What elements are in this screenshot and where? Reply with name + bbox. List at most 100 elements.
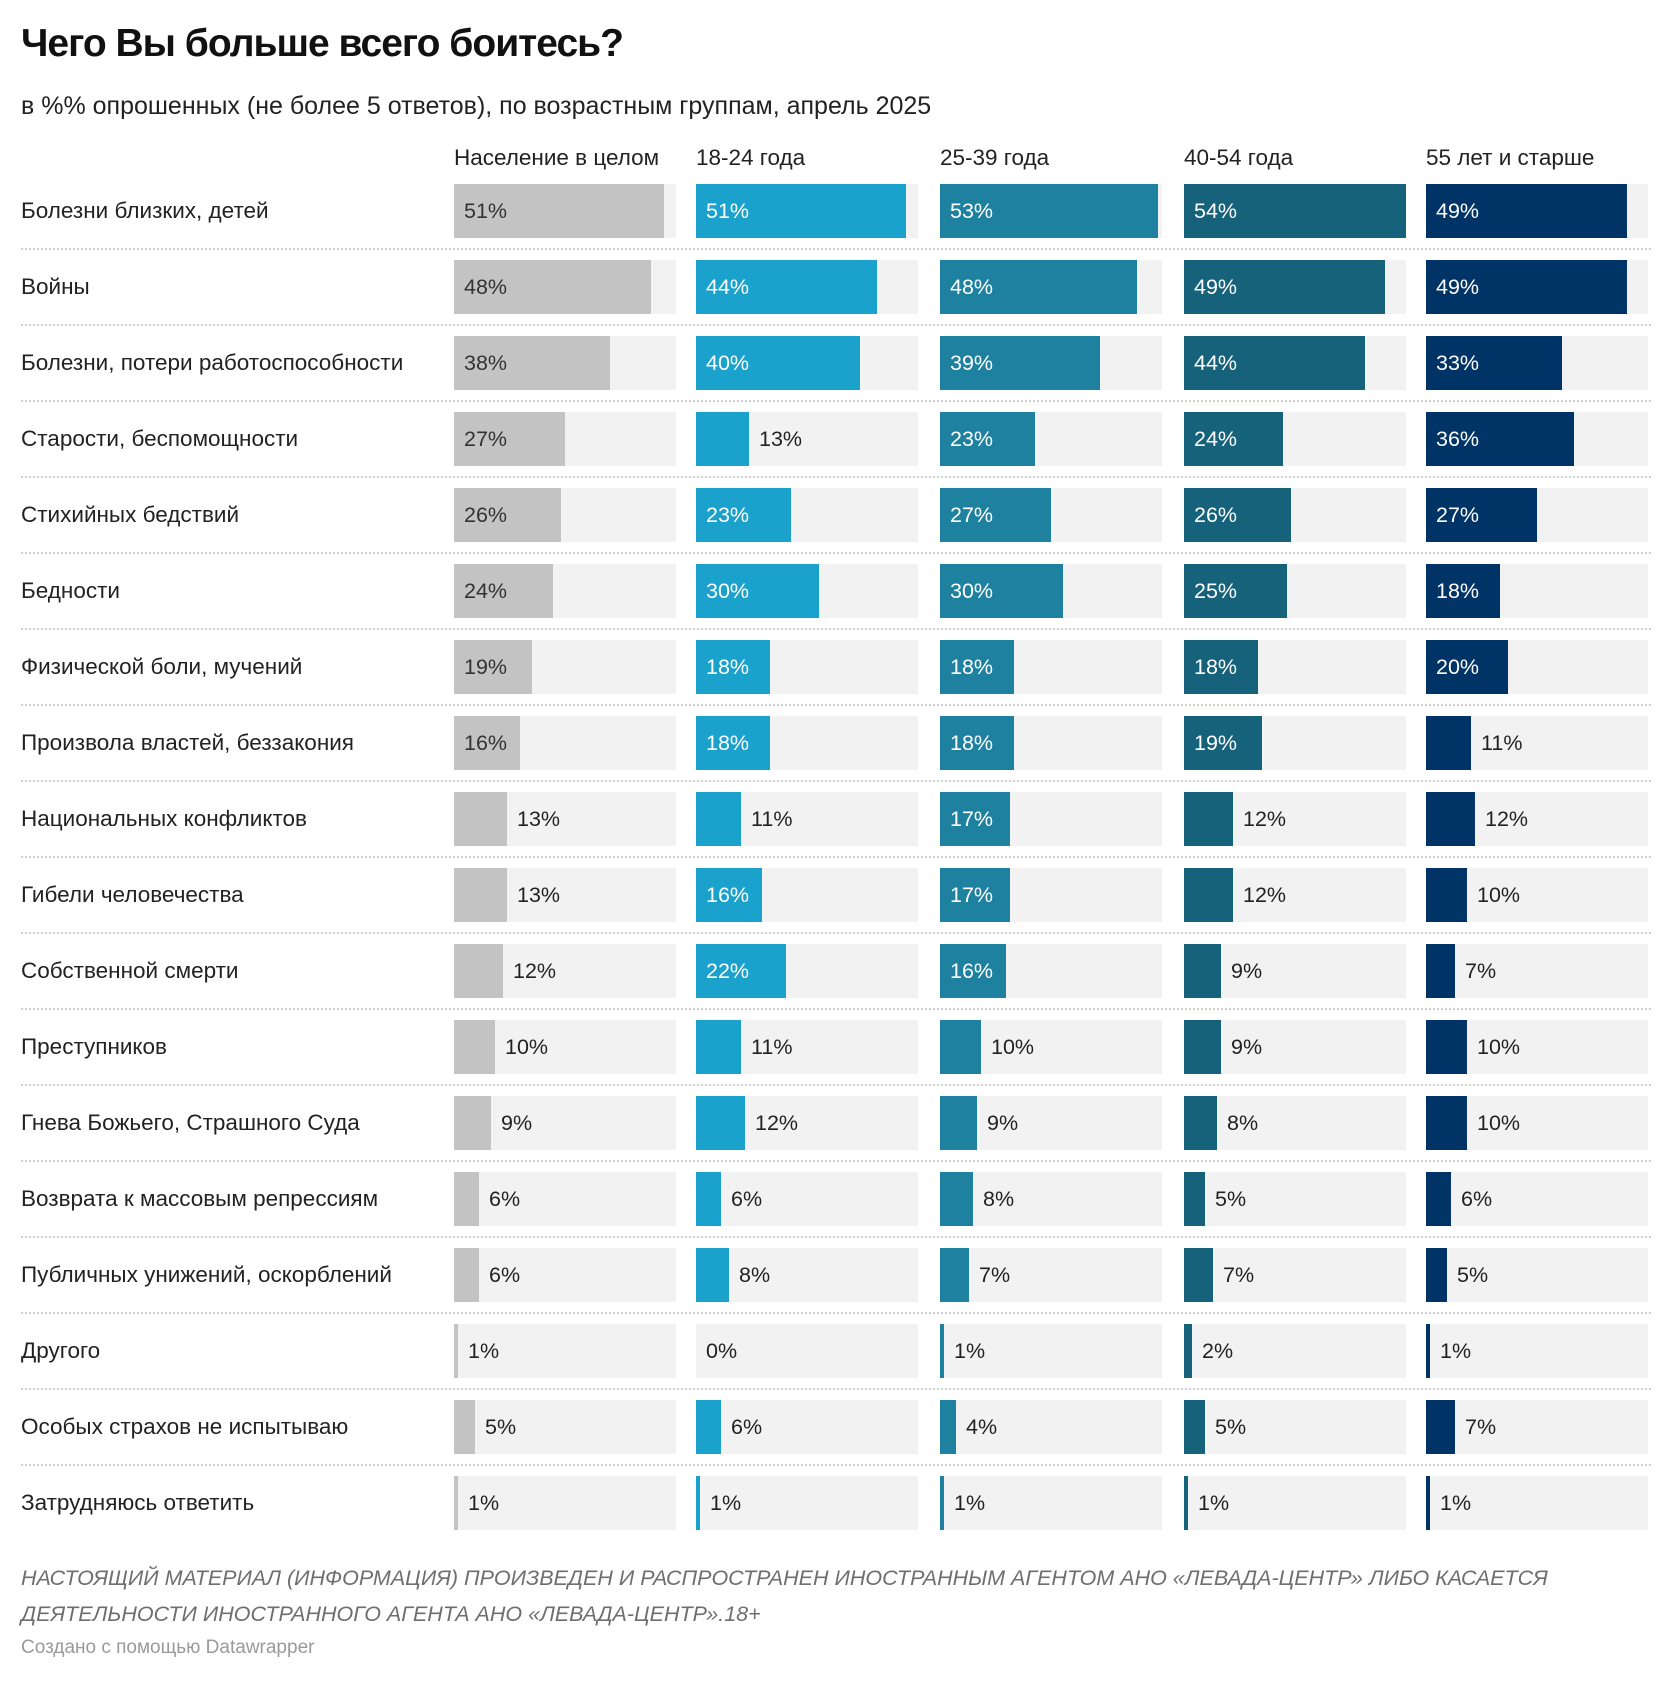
bar-track: 6%: [454, 1172, 676, 1226]
bar-track: 24%: [1184, 412, 1406, 466]
value-label: 53%: [950, 199, 994, 223]
value-label: 5%: [1457, 1263, 1489, 1287]
bar: [696, 184, 906, 238]
value-label: 49%: [1194, 275, 1238, 299]
value-label: 26%: [1194, 503, 1238, 527]
bar-track: 12%: [1426, 792, 1648, 846]
bar-track: 13%: [696, 412, 918, 466]
bar: [940, 868, 1010, 922]
value-label: 12%: [755, 1111, 799, 1135]
bar-track: 10%: [1426, 1020, 1648, 1074]
bar-track: 36%: [1426, 412, 1648, 466]
value-label: 24%: [1194, 427, 1238, 451]
bar: [940, 716, 1014, 770]
bar: [454, 564, 553, 618]
bar-track: 18%: [1426, 564, 1648, 618]
row-divider: [21, 1388, 1651, 1390]
value-label: 27%: [950, 503, 994, 527]
row-divider: [21, 628, 1651, 630]
value-label: 1%: [1440, 1339, 1472, 1363]
bar-track: 38%: [454, 336, 676, 390]
value-label: 7%: [1465, 1415, 1497, 1439]
value-label: 5%: [1215, 1187, 1247, 1211]
bar: [1184, 944, 1221, 998]
bar-track: 17%: [940, 792, 1162, 846]
bar: [1184, 488, 1291, 542]
bar: [454, 716, 520, 770]
category-label: Собственной смерти: [21, 958, 239, 983]
bar-track: 4%: [940, 1400, 1162, 1454]
chart-subtitle: в %% опрошенных (не более 5 ответов), по…: [21, 92, 932, 120]
category-label: Преступников: [21, 1034, 167, 1059]
bar: [1184, 1400, 1205, 1454]
bar: [1426, 716, 1471, 770]
bar: [940, 412, 1035, 466]
bar-track: 48%: [940, 260, 1162, 314]
bar-track: 7%: [1426, 1400, 1648, 1454]
bar-track: 44%: [1184, 336, 1406, 390]
value-label: 11%: [751, 807, 793, 831]
bar: [1426, 1096, 1467, 1150]
bar: [1426, 488, 1537, 542]
value-label: 7%: [1465, 959, 1497, 983]
value-label: 25%: [1194, 579, 1238, 603]
value-label: 54%: [1194, 199, 1238, 223]
bar: [696, 1248, 729, 1302]
bar-track: 20%: [1426, 640, 1648, 694]
row-divider: [21, 552, 1651, 554]
value-label: 9%: [987, 1111, 1019, 1135]
datawrapper-credit: Создано с помощью Datawrapper: [21, 1637, 315, 1658]
bar: [1184, 184, 1406, 238]
bar: [1184, 336, 1365, 390]
bar-track: 16%: [696, 868, 918, 922]
column-header: 40-54 года: [1184, 145, 1294, 170]
bar-track: 8%: [940, 1172, 1162, 1226]
value-label: 0%: [706, 1339, 738, 1363]
value-label: 12%: [1243, 807, 1287, 831]
bar-track: 54%: [1184, 184, 1406, 238]
bar-track: 13%: [454, 868, 676, 922]
bar: [940, 260, 1137, 314]
bar: [1426, 336, 1562, 390]
category-label: Публичных унижений, оскорблений: [21, 1262, 392, 1287]
bar: [1426, 1476, 1430, 1530]
value-label: 51%: [706, 199, 750, 223]
bar-track: 26%: [454, 488, 676, 542]
bar: [696, 412, 749, 466]
bar: [1184, 716, 1262, 770]
value-label: 22%: [706, 959, 750, 983]
bar: [940, 184, 1158, 238]
value-label: 6%: [1461, 1187, 1493, 1211]
bar: [696, 1020, 741, 1074]
value-label: 8%: [1227, 1111, 1259, 1135]
category-label: Гибели человечества: [21, 882, 244, 907]
bar: [454, 488, 561, 542]
row-divider: [21, 1312, 1651, 1314]
row-divider: [21, 1236, 1651, 1238]
bar: [1184, 1248, 1213, 1302]
value-label: 17%: [950, 807, 994, 831]
bar: [454, 792, 507, 846]
bar-track: 30%: [940, 564, 1162, 618]
value-label: 16%: [706, 883, 750, 907]
bar-track: 7%: [940, 1248, 1162, 1302]
value-label: 13%: [517, 883, 561, 907]
value-label: 6%: [731, 1415, 763, 1439]
bar-track: 5%: [1426, 1248, 1648, 1302]
row-divider: [21, 1464, 1651, 1466]
bar-track: 12%: [454, 944, 676, 998]
bar: [940, 1400, 956, 1454]
bar: [1426, 260, 1627, 314]
bar: [940, 1020, 981, 1074]
bar-track: 8%: [1184, 1096, 1406, 1150]
category-label: Гнева Божьего, Страшного Суда: [21, 1110, 360, 1135]
row-divider: [21, 324, 1651, 326]
bar-track: 19%: [454, 640, 676, 694]
value-label: 1%: [710, 1491, 742, 1515]
bar: [696, 716, 770, 770]
bar-track: 10%: [1426, 868, 1648, 922]
value-label: 16%: [950, 959, 994, 983]
bar-track: 13%: [454, 792, 676, 846]
category-label: Войны: [21, 274, 90, 299]
value-label: 7%: [1223, 1263, 1255, 1287]
